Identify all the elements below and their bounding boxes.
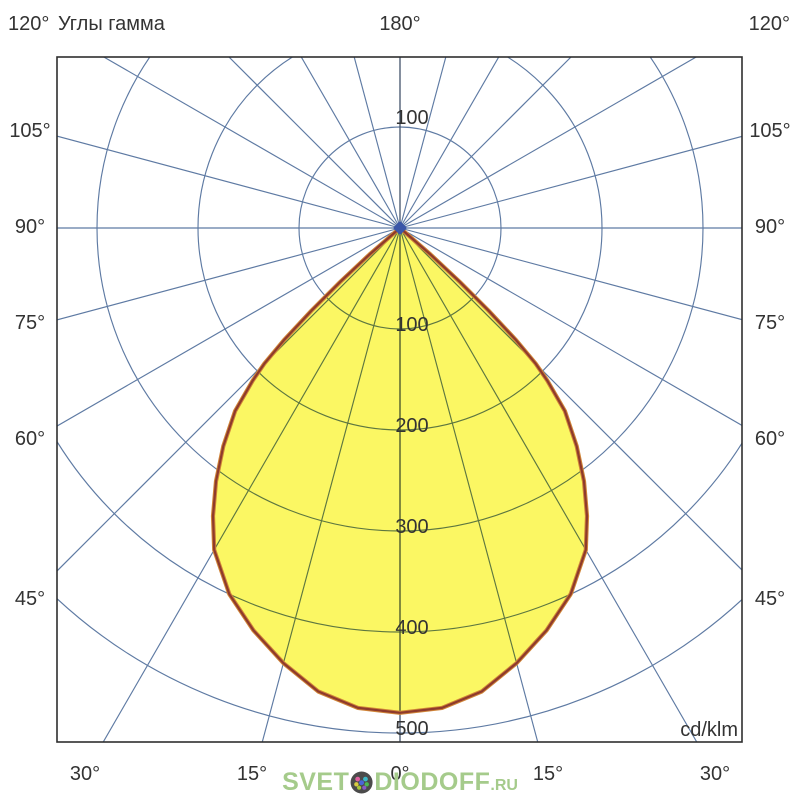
watermark: SVET DIODOFF.RU bbox=[282, 769, 518, 799]
radial-tick-label: 400 bbox=[395, 617, 428, 639]
chart-title: Углы гамма bbox=[58, 13, 165, 35]
grid-ray bbox=[399, 227, 742, 321]
watermark-text-ru: .RU bbox=[490, 777, 518, 794]
gamma-tick-label-left: 60° bbox=[15, 428, 45, 450]
grid-ray bbox=[399, 57, 500, 229]
grid-ray bbox=[57, 227, 401, 321]
gamma-120-top-left-label: 120° bbox=[8, 13, 50, 35]
grid-ray bbox=[399, 227, 742, 427]
grid-ray bbox=[102, 57, 401, 229]
gamma-tick-label-bottom: 15° bbox=[533, 763, 563, 785]
radial-tick-label: 200 bbox=[395, 415, 428, 437]
grid-ray bbox=[300, 57, 401, 229]
gamma-tick-label-bottom: 30° bbox=[700, 763, 730, 785]
grid-ray bbox=[57, 227, 401, 427]
unit-label: cd/klm bbox=[680, 719, 738, 741]
gamma-tick-label-left: 105° bbox=[9, 120, 50, 142]
grid-ray bbox=[399, 135, 742, 229]
gamma-tick-label-left: 75° bbox=[15, 312, 45, 334]
gamma-tick-label-right: 45° bbox=[755, 588, 785, 610]
grid-ray bbox=[228, 57, 401, 229]
watermark-text-svet: SVET bbox=[282, 768, 350, 796]
grid-ray bbox=[399, 57, 447, 229]
watermark-text-diodoff: DIODOFF bbox=[374, 768, 491, 796]
gamma-tick-label-left: 90° bbox=[15, 216, 45, 238]
radial-tick-label: 100 bbox=[395, 314, 428, 336]
intensity-curve-fill bbox=[213, 228, 587, 713]
grid-ray bbox=[399, 57, 698, 229]
center-marker bbox=[393, 221, 407, 235]
radial-tick-label: 100 bbox=[395, 107, 428, 129]
plot-frame bbox=[56, 56, 743, 743]
gamma-tick-label-bottom: 0° bbox=[390, 763, 409, 785]
intensity-curve-outline bbox=[211, 226, 589, 714]
watermark-logo-icon bbox=[350, 771, 373, 794]
gamma-tick-label-right: 60° bbox=[755, 428, 785, 450]
gamma-tick-label-right: 105° bbox=[749, 120, 790, 142]
gamma-tick-label-bottom: 15° bbox=[237, 763, 267, 785]
gamma-tick-label-left: 45° bbox=[15, 588, 45, 610]
gamma-180-top-label: 180° bbox=[379, 13, 421, 35]
radial-tick-label: 300 bbox=[395, 516, 428, 538]
gamma-120-top-right-label: 120° bbox=[748, 13, 790, 35]
grid-ray bbox=[399, 57, 572, 229]
grid-ray bbox=[353, 57, 401, 229]
gamma-tick-label-right: 75° bbox=[755, 312, 785, 334]
grid-ray bbox=[57, 135, 401, 229]
gamma-tick-label-right: 90° bbox=[755, 216, 785, 238]
radial-tick-label: 500 bbox=[395, 718, 428, 740]
gamma-tick-label-bottom: 30° bbox=[70, 763, 100, 785]
